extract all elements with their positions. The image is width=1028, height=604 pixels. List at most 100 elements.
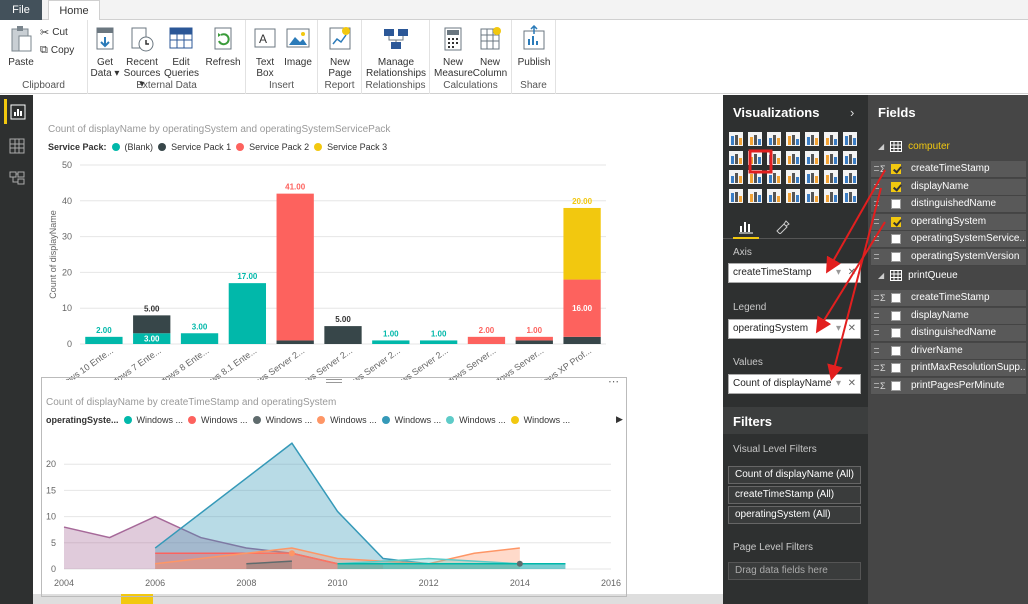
drag-grip-icon[interactable]	[874, 382, 879, 388]
filter-chip[interactable]: Count of displayName (All)	[728, 466, 861, 484]
more-options-icon[interactable]: ⋯	[608, 376, 620, 388]
visual-type-icon[interactable]	[842, 169, 860, 186]
field-checkbox[interactable]	[891, 216, 901, 227]
remove-icon[interactable]: ✕	[847, 267, 856, 278]
field-checkbox[interactable]	[891, 293, 901, 303]
drag-grip-icon[interactable]	[874, 365, 879, 370]
field-checkbox[interactable]	[891, 164, 901, 174]
field-checkbox[interactable]	[891, 181, 901, 192]
visual-type-icon[interactable]	[842, 150, 860, 167]
values-well[interactable]: Count of displayName ▾ ✕	[728, 374, 861, 394]
cut-button[interactable]: ✂ Cut	[40, 26, 68, 39]
publish-button[interactable]: Publish	[516, 25, 552, 68]
field-row[interactable]: driverName	[871, 342, 1026, 360]
field-row[interactable]: operatingSystemService...	[871, 231, 1026, 248]
report-view-button[interactable]	[4, 99, 29, 124]
legend-well[interactable]: operatingSystem ▾ ✕	[728, 319, 861, 339]
field-checkbox[interactable]	[891, 310, 901, 321]
manage-relationships-button[interactable]: Manage Relationships	[364, 25, 428, 79]
table-computer[interactable]: ◢ computer	[878, 141, 950, 152]
page-tab-active[interactable]	[121, 594, 153, 604]
field-checkbox[interactable]	[891, 380, 901, 391]
relationships-view-button[interactable]	[4, 165, 29, 190]
drag-grip-icon[interactable]	[874, 166, 879, 171]
drag-grip-icon[interactable]	[874, 295, 879, 300]
collapse-chevron-icon[interactable]: ›	[850, 105, 855, 120]
field-row[interactable]: distinguishedName	[871, 196, 1026, 213]
visual-type-icon[interactable]	[804, 188, 822, 205]
text-box-button[interactable]: A Text Box	[250, 25, 280, 79]
stacked-column-chart[interactable]: 0 10 20 30 40 50 Count of displayName 2.00 5.00 3…	[36, 155, 616, 380]
visual-type-icon[interactable]	[804, 131, 822, 148]
filter-chip[interactable]: operatingSystem (All)	[728, 506, 861, 524]
recent-sources-button[interactable]: Recent Sources ▾	[122, 25, 162, 90]
visual-type-icon[interactable]	[766, 188, 784, 205]
visual-type-icon[interactable]	[823, 150, 841, 167]
drag-grip-icon[interactable]	[874, 183, 879, 189]
visual-type-icon[interactable]	[728, 131, 746, 148]
field-checkbox[interactable]	[891, 234, 901, 244]
area-chart[interactable]: 0 5 10 15 20 2004 2006 2008 2010 2012 2014 2016	[36, 430, 628, 592]
collapse-triangle-icon[interactable]: ◢	[878, 142, 885, 151]
field-row[interactable]: displayName	[871, 178, 1026, 196]
fields-tab[interactable]	[733, 215, 759, 239]
image-button[interactable]: Image	[282, 25, 314, 68]
visual-type-icon[interactable]	[823, 131, 841, 148]
tab-home[interactable]: Home	[48, 0, 100, 21]
new-column-button[interactable]: New Column	[472, 25, 508, 79]
visual-type-icon[interactable]	[823, 188, 841, 205]
visual-type-icon[interactable]	[785, 131, 803, 148]
field-row[interactable]: distinguishedName	[871, 325, 1026, 342]
visual-type-icon[interactable]	[766, 150, 784, 167]
visual-type-icon[interactable]	[785, 188, 803, 205]
drag-grip-icon[interactable]	[874, 330, 879, 335]
visual-type-icon[interactable]	[747, 131, 765, 148]
visual-type-icon[interactable]	[804, 169, 822, 186]
collapse-triangle-icon[interactable]: ◢	[878, 271, 885, 280]
paste-button[interactable]: Paste	[6, 25, 36, 68]
axis-well[interactable]: createTimeStamp ▾ ✕	[728, 263, 861, 283]
field-row[interactable]: operatingSystemVersion	[871, 248, 1026, 266]
drag-grip-icon[interactable]	[874, 236, 879, 241]
drag-grip-icon[interactable]	[874, 218, 879, 224]
visual-type-icon[interactable]	[747, 150, 765, 167]
copy-button[interactable]: ⧉ Copy	[40, 44, 74, 57]
visual-type-icon[interactable]	[842, 188, 860, 205]
visual-type-icon[interactable]	[728, 169, 746, 186]
visual-type-icon[interactable]	[728, 150, 746, 167]
drag-handle-icon[interactable]	[326, 379, 342, 383]
visual-type-icon[interactable]	[804, 150, 822, 167]
new-page-button[interactable]: New Page	[324, 25, 356, 79]
field-checkbox[interactable]	[891, 363, 901, 373]
table-printqueue[interactable]: ◢ printQueue	[878, 270, 958, 281]
format-tab[interactable]	[769, 215, 795, 239]
drag-grip-icon[interactable]	[874, 253, 879, 259]
visual-type-icon[interactable]	[842, 131, 860, 148]
field-checkbox[interactable]	[891, 345, 901, 356]
data-view-button[interactable]	[4, 133, 29, 158]
drag-grip-icon[interactable]	[874, 201, 879, 206]
edit-queries-button[interactable]: Edit Queries	[164, 25, 199, 79]
tab-file[interactable]: File	[0, 0, 42, 20]
area-chart-visual-frame[interactable]	[41, 377, 627, 597]
drag-grip-icon[interactable]	[874, 312, 879, 318]
dropdown-icon[interactable]: ▾	[835, 323, 841, 334]
refresh-button[interactable]: Refresh	[204, 25, 242, 68]
drag-grip-icon[interactable]	[874, 347, 879, 353]
filter-chip[interactable]: createTimeStamp (All)	[728, 486, 861, 504]
dropdown-icon[interactable]: ▾	[835, 378, 841, 389]
visual-type-icon[interactable]	[728, 188, 746, 205]
remove-icon[interactable]: ✕	[847, 378, 856, 389]
visual-type-icon[interactable]	[747, 169, 765, 186]
get-data-button[interactable]: Get Data ▾	[90, 25, 120, 79]
field-checkbox[interactable]	[891, 251, 901, 262]
visual-type-icon[interactable]	[747, 188, 765, 205]
legend-next-arrow-icon[interactable]: ▶	[616, 414, 623, 424]
remove-icon[interactable]: ✕	[847, 323, 856, 334]
field-row[interactable]: operatingSystem	[871, 213, 1026, 231]
field-checkbox[interactable]	[891, 199, 901, 209]
